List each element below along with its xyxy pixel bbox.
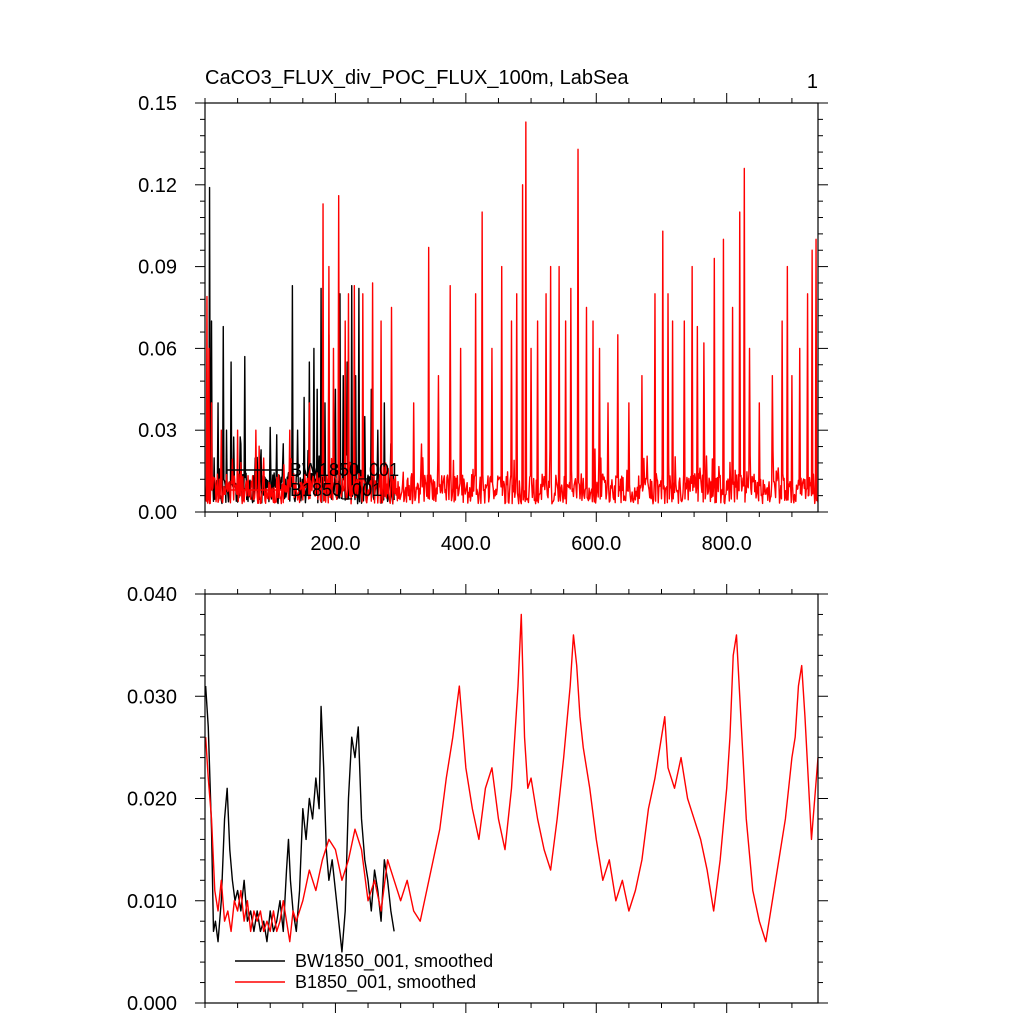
legend-label: B1850_001, smoothed xyxy=(295,972,476,993)
y-tick-label: 0.09 xyxy=(138,257,177,279)
x-tick-label: 400.0 xyxy=(441,533,491,555)
chart-title: CaCO3_FLUX_div_POC_FLUX_100m, LabSea xyxy=(205,67,629,89)
legend-label: B1850_001 xyxy=(290,480,382,501)
y-tick-label: 0.15 xyxy=(138,93,177,115)
y-tick-label: 0.020 xyxy=(127,789,177,811)
top-plot-area: 200.0 400.0 600.0 800.0 0.00 0.03 0.06 0.09 0.12… xyxy=(138,93,828,555)
series-line-b1850-001-smoothed xyxy=(205,613,818,943)
y-tick-label: 0.000 xyxy=(127,993,177,1015)
series-group xyxy=(205,121,818,505)
legend-label: BW1850_001 xyxy=(290,460,399,481)
y-tick-label: 0.12 xyxy=(138,175,177,197)
series-group xyxy=(205,613,818,953)
y-tick-label: 0.040 xyxy=(127,584,177,606)
y-tick-label: 0.06 xyxy=(138,338,177,360)
plot-frame xyxy=(204,102,819,513)
y-tick-label: 0.030 xyxy=(127,686,177,708)
page-number: 1 xyxy=(807,71,818,93)
bottom-plot-area: 0.000 0.010 0.020 0.030 0.040 xyxy=(127,584,828,1015)
x-tick-label: 600.0 xyxy=(571,533,621,555)
legend-label: BW1850_001, smoothed xyxy=(295,951,493,972)
series-line-b1850-001 xyxy=(205,121,818,505)
x-tick-label: 200.0 xyxy=(310,533,360,555)
top-panel: CaCO3_FLUX_div_POC_FLUX_100m, LabSea 1 2… xyxy=(138,67,828,555)
x-tick-label: 800.0 xyxy=(702,533,752,555)
y-tick-label: 0.00 xyxy=(138,502,177,524)
y-tick-label: 0.010 xyxy=(127,891,177,913)
series-line-bw1850-001-smoothed xyxy=(205,685,395,953)
bottom-panel: 0.000 0.010 0.020 0.030 0.040 BW1850_001, sm… xyxy=(127,584,828,1015)
series-line-bw1850-001 xyxy=(205,186,395,505)
y-tick-label: 0.03 xyxy=(138,420,177,442)
